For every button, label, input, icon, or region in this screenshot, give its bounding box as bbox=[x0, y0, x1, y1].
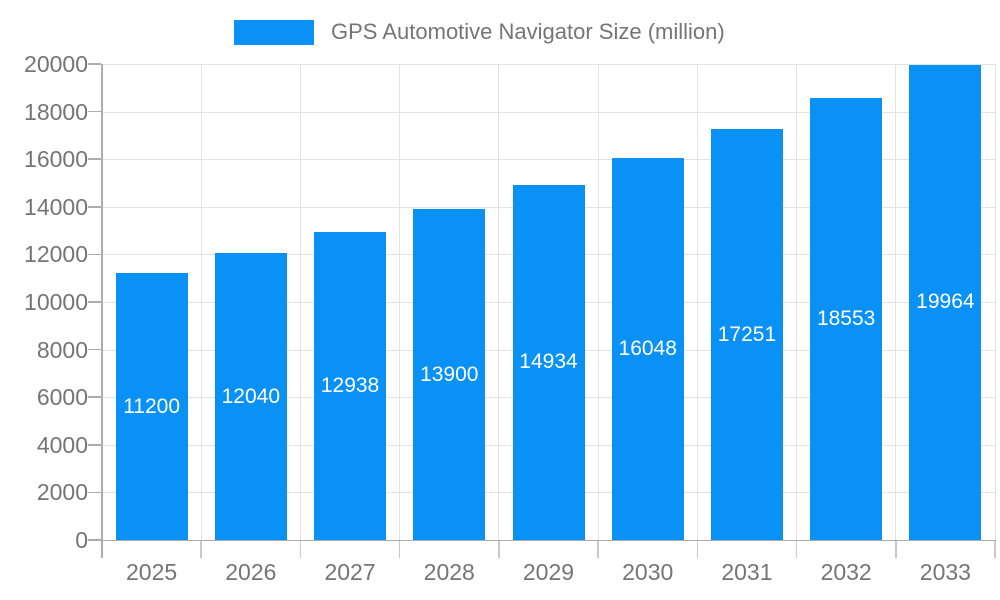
bar-value-label: 19964 bbox=[916, 290, 975, 314]
bar[interactable]: 18553 bbox=[810, 98, 883, 540]
bar-value-label: 11200 bbox=[123, 394, 181, 418]
h-gridline bbox=[102, 64, 995, 65]
x-axis-tick-label: 2028 bbox=[423, 559, 475, 585]
bar[interactable]: 16048 bbox=[611, 158, 684, 540]
y-axis-tick-label: 12000 bbox=[24, 241, 88, 268]
x-tick bbox=[597, 541, 599, 558]
y-axis-tick-label: 8000 bbox=[36, 336, 88, 363]
x-axis-tick-label: 2025 bbox=[126, 559, 178, 585]
y-axis-tick-label: 2000 bbox=[36, 479, 88, 506]
x-axis-tick-label: 2029 bbox=[522, 559, 575, 585]
y-tick bbox=[88, 539, 101, 541]
bar-value-label: 12040 bbox=[221, 384, 281, 408]
v-gridline bbox=[895, 64, 897, 540]
y-tick bbox=[88, 158, 101, 160]
y-tick bbox=[88, 253, 101, 256]
x-axis-tick-label: 2026 bbox=[225, 559, 277, 585]
bar-value-label: 13900 bbox=[420, 362, 479, 386]
y-tick bbox=[88, 301, 101, 303]
bar[interactable]: 11200 bbox=[115, 273, 188, 540]
y-tick bbox=[88, 63, 101, 65]
bar[interactable]: 12938 bbox=[314, 232, 387, 540]
y-tick bbox=[88, 444, 101, 446]
legend-item[interactable]: GPS Automotive Navigator Size (million) bbox=[234, 19, 725, 45]
x-tick bbox=[895, 541, 897, 558]
x-axis-tick-label: 2032 bbox=[820, 559, 872, 585]
v-gridline bbox=[994, 64, 996, 540]
y-axis-tick-label: 6000 bbox=[36, 384, 88, 411]
x-tick bbox=[498, 541, 500, 558]
y-axis-tick-label: 20000 bbox=[24, 51, 88, 77]
x-axis-tick-label: 2030 bbox=[622, 559, 674, 585]
bar-value-label: 14934 bbox=[519, 350, 578, 374]
bar[interactable]: 19964 bbox=[909, 64, 982, 540]
x-tick bbox=[200, 541, 202, 558]
y-tick bbox=[88, 491, 101, 494]
x-axis-tick-label: 2033 bbox=[919, 559, 971, 585]
h-gridline bbox=[102, 111, 995, 113]
x-tick bbox=[101, 541, 103, 558]
v-gridline bbox=[696, 64, 698, 540]
bar[interactable]: 13900 bbox=[413, 209, 486, 540]
y-axis-tick-label: 14000 bbox=[24, 193, 88, 220]
x-tick bbox=[398, 541, 401, 558]
bar-value-label: 18553 bbox=[816, 307, 876, 331]
y-tick bbox=[88, 348, 101, 351]
legend-swatch-icon bbox=[234, 19, 314, 45]
x-tick bbox=[696, 541, 699, 558]
x-axis-tick-label: 2027 bbox=[324, 559, 376, 585]
v-gridline bbox=[796, 64, 798, 540]
y-axis-tick-label: 16000 bbox=[24, 146, 88, 173]
h-gridline bbox=[102, 159, 995, 161]
y-tick bbox=[88, 110, 101, 113]
v-gridline bbox=[299, 64, 301, 540]
y-axis-tick-label: 4000 bbox=[36, 431, 88, 458]
v-gridline bbox=[399, 64, 401, 540]
plot-area: 11200 12040 12938 13900 14934 16048 17251 18553… bbox=[102, 64, 996, 540]
v-gridline bbox=[200, 64, 202, 540]
x-tick bbox=[994, 541, 996, 558]
x-tick bbox=[795, 541, 798, 558]
v-gridline bbox=[597, 64, 599, 540]
bar-value-label: 17251 bbox=[717, 322, 777, 346]
x-axis-tick-label: 2031 bbox=[721, 559, 773, 585]
bar[interactable]: 14934 bbox=[512, 184, 585, 540]
y-axis-tick-label: 10000 bbox=[24, 289, 88, 315]
v-gridline bbox=[498, 64, 500, 540]
legend-label: GPS Automotive Navigator Size (million) bbox=[331, 19, 725, 44]
y-axis-line bbox=[101, 64, 103, 558]
y-tick bbox=[88, 396, 101, 398]
y-axis-tick-label: 18000 bbox=[24, 98, 88, 125]
bar-value-label: 12938 bbox=[320, 374, 380, 398]
x-axis-line bbox=[88, 539, 996, 541]
y-tick bbox=[88, 206, 101, 208]
bar-value-label: 16048 bbox=[618, 337, 677, 361]
y-axis-tick-label: 0 bbox=[75, 527, 88, 553]
bar[interactable]: 17251 bbox=[710, 129, 783, 540]
x-tick bbox=[299, 541, 302, 558]
bar[interactable]: 12040 bbox=[214, 253, 287, 540]
